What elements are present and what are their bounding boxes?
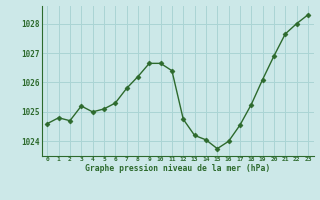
X-axis label: Graphe pression niveau de la mer (hPa): Graphe pression niveau de la mer (hPa) (85, 164, 270, 173)
